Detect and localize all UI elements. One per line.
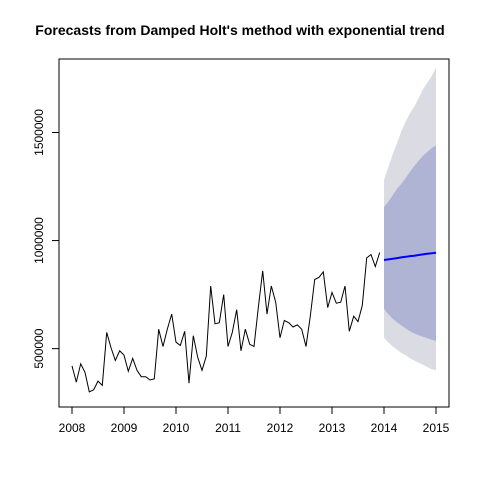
x-tick-label: 2011 — [215, 421, 241, 435]
x-tick-label: 2012 — [267, 421, 294, 435]
x-tick-label: 2013 — [319, 421, 346, 435]
y-axis: 500000 1000000 1500000 — [32, 109, 60, 369]
x-tick-label: 2010 — [163, 421, 190, 435]
x-axis: 2008 2009 2010 2011 2012 2013 2014 2015 — [59, 406, 450, 435]
x-tick-label: 2014 — [371, 421, 398, 435]
band-80 — [384, 145, 436, 342]
chart-title: Forecasts from Damped Holt's method with… — [35, 22, 445, 38]
y-tick-label: 1000000 — [32, 217, 46, 264]
x-tick-label: 2015 — [423, 421, 450, 435]
y-tick-label: 500000 — [32, 328, 46, 368]
prediction-intervals — [384, 67, 436, 371]
x-tick-label: 2008 — [59, 421, 86, 435]
y-tick-label: 1500000 — [32, 109, 46, 156]
series-lines — [71, 251, 437, 393]
forecast-mean-line — [383, 251, 437, 261]
observed-series-line — [71, 252, 381, 393]
x-tick-label: 2009 — [111, 421, 138, 435]
